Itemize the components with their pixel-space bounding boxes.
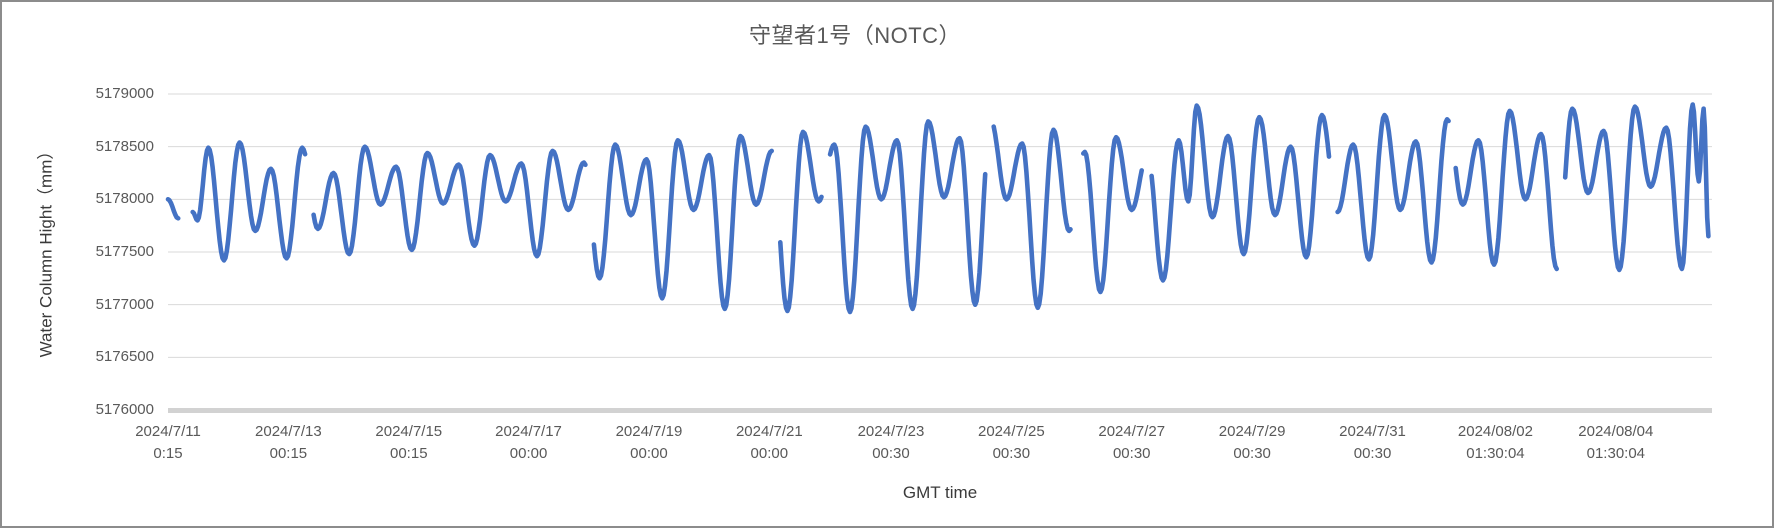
x-tick-label: 2024/7/13 00:15	[213, 421, 363, 465]
x-tick-time: 01:30:04	[1466, 445, 1525, 462]
x-tick-date: 2024/7/21	[735, 423, 803, 440]
x-tick-time: 01:30:04	[1586, 445, 1646, 462]
chart-title: 守望者1号（NOTC）	[748, 23, 962, 48]
x-tick-date: 2024/7/19	[615, 423, 683, 440]
x-tick-label: 2024/7/29 00:30	[1177, 421, 1327, 465]
x-tick-date: 2024/7/27	[1098, 423, 1166, 440]
y-tick-label: 5177500	[95, 243, 154, 260]
x-tick-date: 2024/7/11	[135, 423, 201, 440]
x-tick-date: 2024/7/31	[1339, 423, 1406, 440]
y-tick-label: 5177000	[95, 295, 154, 313]
x-tick-date: 2024/08/02	[1457, 423, 1533, 440]
x-tick-label: 2024/7/19 00:00	[574, 421, 724, 465]
x-tick-time: 00:15	[269, 445, 308, 462]
x-tick-label: 2024/08/02 01:30:04	[1420, 421, 1570, 465]
x-tick-date: 2024/7/15	[375, 423, 443, 440]
x-tick-time: 00:30	[1233, 445, 1271, 462]
x-tick-label: 2024/7/27 00:30	[1057, 421, 1207, 465]
x-tick-time: 0:15	[153, 445, 183, 462]
x-tick-date: 2024/7/23	[857, 423, 925, 440]
x-tick-label: 2024/7/31 00:30	[1298, 421, 1448, 465]
axis-baseline	[168, 408, 1712, 413]
x-tick-date: 2024/7/29	[1218, 423, 1286, 440]
x-tick-time: 00:15	[390, 445, 428, 462]
x-tick-date: 2024/08/04	[1578, 423, 1654, 440]
x-tick-time: 00:00	[750, 445, 789, 462]
x-tick-time: 00:00	[630, 445, 668, 462]
x-tick-time: 00:00	[509, 445, 548, 462]
x-tick-label: 2024/7/11 0:15	[93, 421, 243, 465]
y-tick-label: 5178500	[95, 137, 154, 155]
x-tick-label: 2024/7/17 00:00	[454, 421, 604, 465]
y-tick-label: 5176500	[95, 348, 154, 366]
y-tick-label: 5179000	[95, 85, 154, 102]
x-tick-date: 2024/7/25	[977, 423, 1045, 440]
x-tick-time: 00:30	[1112, 445, 1151, 462]
water-level-series-line	[165, 102, 1711, 315]
x-tick-label: 2024/7/21 00:00	[694, 421, 844, 465]
x-tick-label: 2024/7/25 00:30	[936, 421, 1086, 465]
y-tick-label: 5176000	[95, 401, 154, 418]
x-tick-time: 00:30	[872, 445, 910, 462]
y-tick-label: 5178000	[95, 190, 154, 208]
x-tick-label: 2024/7/15 00:15	[334, 421, 484, 465]
x-tick-date: 2024/7/13	[255, 423, 322, 440]
x-tick-date: 2024/7/17	[495, 423, 562, 440]
x-axis-title: GMT time	[902, 483, 978, 502]
x-tick-time: 00:30	[1353, 445, 1392, 462]
x-tick-label: 2024/08/04 01:30:04	[1541, 421, 1691, 465]
x-tick-label: 2024/7/23 00:30	[816, 421, 966, 465]
x-tick-time: 00:30	[992, 445, 1031, 462]
